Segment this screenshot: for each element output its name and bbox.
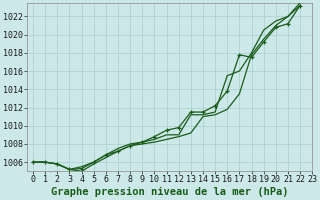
X-axis label: Graphe pression niveau de la mer (hPa): Graphe pression niveau de la mer (hPa) (51, 187, 288, 197)
